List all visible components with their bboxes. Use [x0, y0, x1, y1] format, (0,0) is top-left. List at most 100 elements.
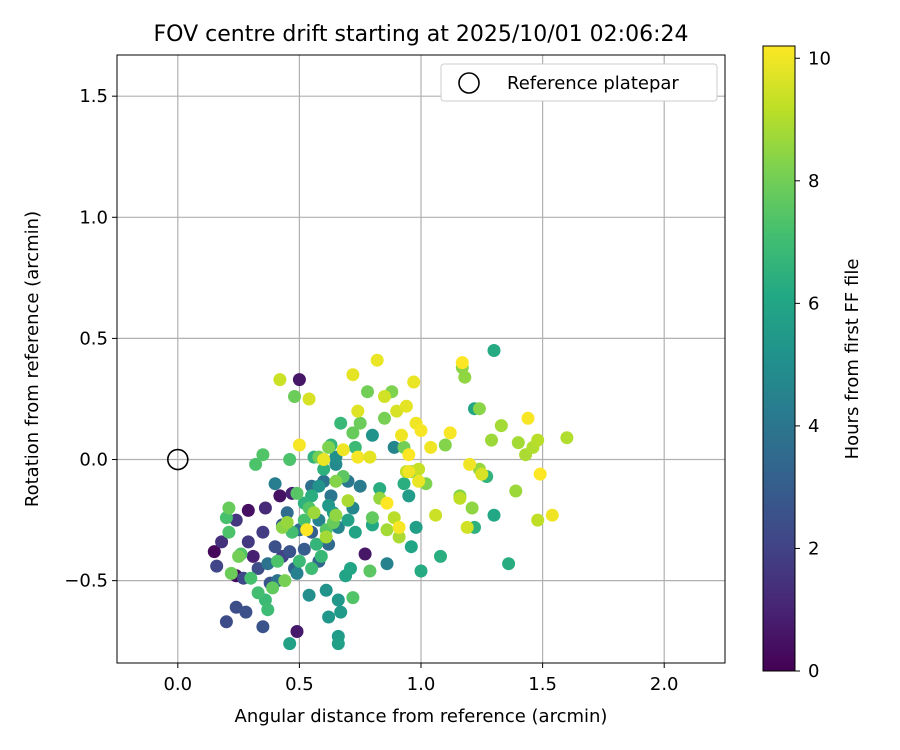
data-point: [249, 457, 263, 471]
data-point: [351, 450, 365, 464]
data-point: [424, 440, 438, 454]
data-point: [531, 433, 545, 447]
data-point: [409, 520, 423, 534]
data-point: [232, 549, 246, 563]
data-point: [329, 508, 343, 522]
data-point: [402, 489, 416, 503]
data-point: [241, 503, 255, 517]
data-point: [256, 620, 270, 634]
data-point: [322, 440, 336, 454]
data-point: [329, 474, 343, 488]
data-point: [378, 390, 391, 403]
data-point: [256, 448, 270, 462]
data-point: [363, 564, 377, 578]
data-point: [502, 557, 516, 571]
legend-label: Reference platepar: [507, 73, 679, 94]
data-point: [487, 508, 501, 522]
data-point: [297, 513, 311, 527]
data-point: [346, 591, 360, 605]
data-point: [353, 479, 367, 493]
y-tick-label: 1.5: [79, 86, 108, 107]
data-point: [290, 625, 304, 638]
data-point: [390, 404, 404, 418]
y-axis-ticks: −0.5 0.0 0.5 1.0 1.5: [64, 86, 117, 592]
data-point: [258, 501, 272, 515]
data-point: [244, 571, 258, 585]
data-point: [475, 467, 489, 481]
colorbar: 0 2 4 6 8 10 Hours from first FF file: [762, 45, 863, 682]
data-point: [509, 484, 523, 498]
data-point: [222, 525, 236, 539]
data-point: [397, 477, 411, 491]
data-point: [251, 586, 265, 600]
data-point: [292, 438, 306, 452]
data-point: [560, 431, 574, 445]
data-point: [399, 399, 413, 413]
data-point: [344, 562, 357, 575]
x-tick-label: 0.0: [163, 674, 192, 695]
legend: Reference platepar: [440, 63, 718, 102]
data-point: [283, 545, 297, 559]
data-point: [353, 416, 367, 430]
data-point: [365, 428, 379, 442]
colorbar-tick-label: 10: [808, 48, 831, 69]
colorbar-ticks: 0 2 4 6 8 10: [795, 48, 831, 682]
data-point: [331, 593, 345, 607]
data-point: [511, 436, 525, 450]
data-point: [460, 520, 474, 534]
data-point: [222, 501, 236, 515]
data-point: [278, 574, 292, 588]
data-point: [334, 416, 348, 430]
data-point: [392, 530, 406, 544]
data-point: [268, 477, 282, 491]
data-point: [487, 344, 501, 357]
data-point: [312, 479, 326, 493]
data-point: [465, 501, 479, 515]
data-point: [455, 356, 469, 370]
data-point: [307, 506, 321, 520]
data-point: [361, 385, 374, 399]
data-point: [463, 457, 477, 471]
data-point: [239, 605, 253, 619]
data-point: [346, 368, 360, 382]
data-point: [302, 392, 316, 406]
data-point: [292, 373, 306, 387]
data-point: [407, 375, 421, 389]
data-point: [458, 370, 472, 384]
y-tick-label: −0.5: [64, 571, 108, 592]
data-point: [300, 523, 314, 537]
data-point: [280, 516, 294, 529]
data-point: [283, 637, 297, 651]
data-point: [290, 566, 304, 580]
data-point: [346, 426, 360, 440]
data-point: [331, 637, 345, 651]
colorbar-tick-label: 0: [808, 661, 819, 682]
data-point: [380, 557, 394, 571]
colorbar-tick-label: 4: [808, 416, 819, 437]
data-point: [380, 496, 394, 510]
data-point: [414, 564, 428, 578]
data-point: [271, 554, 284, 568]
data-point: [370, 353, 384, 367]
data-point: [288, 390, 301, 403]
chart-title: FOV centre drift starting at 2025/10/01 …: [154, 22, 689, 47]
data-point: [485, 433, 498, 447]
data-point: [251, 562, 265, 575]
data-point: [305, 562, 319, 575]
data-point: [402, 448, 416, 462]
data-point: [412, 462, 426, 476]
x-axis-label: Angular distance from reference (arcmin): [235, 706, 608, 727]
legend-marker-icon: [458, 72, 480, 94]
data-point: [395, 428, 408, 442]
data-point: [229, 600, 243, 614]
y-tick-label: 0.0: [79, 450, 108, 471]
data-point: [351, 404, 365, 418]
colorbar-tick-label: 6: [808, 293, 819, 314]
data-point: [373, 482, 387, 496]
data-point: [378, 411, 391, 425]
data-point: [229, 513, 243, 527]
data-point: [314, 549, 328, 563]
data-point: [336, 443, 350, 457]
colorbar-tick-label: 2: [808, 538, 819, 559]
data-point: [533, 467, 547, 481]
